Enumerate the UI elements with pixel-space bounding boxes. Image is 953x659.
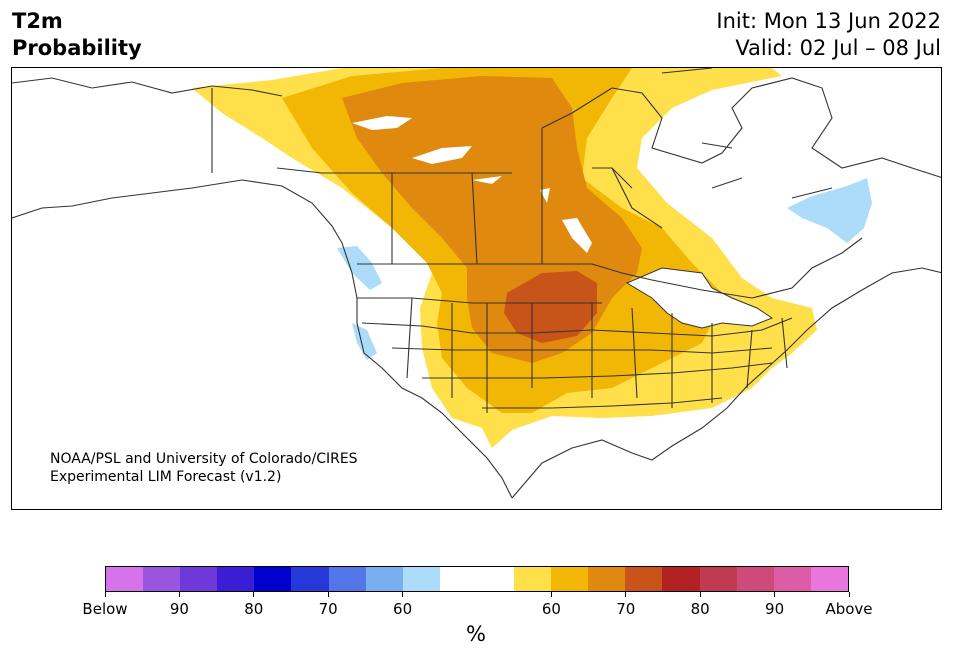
legend-swatch-1 xyxy=(143,567,181,591)
map-credit: NOAA/PSL and University of Colorado/CIRE… xyxy=(50,450,358,486)
legend-swatch-3 xyxy=(217,567,255,591)
prob-region-below-pnw xyxy=(337,246,382,290)
legend-tick-label: 70 xyxy=(318,600,338,618)
init-date: Init: Mon 13 Jun 2022 xyxy=(716,9,941,33)
legend-tick-mark xyxy=(253,592,255,597)
prob-region-below-quebec xyxy=(787,178,872,243)
lake-athabasca xyxy=(472,176,502,184)
legend-swatch-12 xyxy=(551,567,589,591)
legend-tick-mark xyxy=(699,592,701,597)
legend-tick-label: 90 xyxy=(765,600,785,618)
legend-swatch-13 xyxy=(588,567,626,591)
legend-swatch-19 xyxy=(810,567,848,591)
legend-swatch-14 xyxy=(625,567,663,591)
legend-tick-label: Above xyxy=(825,600,873,618)
lake-great-slave xyxy=(412,146,472,164)
map-panel: NOAA/PSL and University of Colorado/CIRE… xyxy=(11,67,942,510)
legend-swatch-2 xyxy=(180,567,218,591)
great-lakes xyxy=(625,267,774,329)
legend-swatch-6 xyxy=(328,567,366,591)
legend-swatch-18 xyxy=(773,567,811,591)
legend-swatch-7 xyxy=(365,567,403,591)
legend-tick-label: 60 xyxy=(393,600,413,618)
legend-unit: % xyxy=(466,622,486,646)
legend-tick-mark xyxy=(625,592,627,597)
legend-tick-mark xyxy=(848,592,850,597)
legend-tick-label: 80 xyxy=(690,600,710,618)
lake-winnipeg xyxy=(562,218,592,253)
color-legend-bar xyxy=(105,566,849,592)
prob-region-75 xyxy=(504,271,597,343)
legend-tick-mark xyxy=(327,592,329,597)
valid-dates: Valid: 02 Jul – 08 Jul xyxy=(735,36,941,60)
product-label: Probability xyxy=(12,36,142,60)
legend-swatch-8 xyxy=(402,567,440,591)
legend-swatch-17 xyxy=(736,567,774,591)
legend-swatch-15 xyxy=(662,567,700,591)
forecast-map xyxy=(12,68,941,499)
legend-tick-mark xyxy=(178,592,180,597)
legend-tick-mark xyxy=(774,592,776,597)
legend-swatch-10 xyxy=(476,567,515,591)
legend-tick-label: 60 xyxy=(541,600,561,618)
map-title: T2m Probability xyxy=(12,8,142,62)
map-boundaries xyxy=(12,68,941,499)
lake-great-bear xyxy=(352,116,412,130)
legend-tick-mark xyxy=(104,592,106,597)
legend-swatch-0 xyxy=(106,567,144,591)
legend-tick-mark xyxy=(550,592,552,597)
legend-tick-label: 80 xyxy=(244,600,264,618)
credit-line-2: Experimental LIM Forecast (v1.2) xyxy=(50,469,282,485)
forecast-dates: Init: Mon 13 Jun 2022 Valid: 02 Jul – 08… xyxy=(716,8,941,62)
prob-region-below-calif xyxy=(352,323,377,360)
legend-swatch-11 xyxy=(514,567,552,591)
credit-line-1: NOAA/PSL and University of Colorado/CIRE… xyxy=(50,451,358,467)
legend-swatch-5 xyxy=(291,567,329,591)
legend-tick-label: Below xyxy=(82,600,128,618)
legend-tick-label: 90 xyxy=(169,600,189,618)
legend-swatch-9 xyxy=(439,567,477,591)
legend-swatch-16 xyxy=(699,567,737,591)
variable-label: T2m xyxy=(12,9,63,33)
legend-swatch-4 xyxy=(254,567,292,591)
legend-tick-label: 70 xyxy=(616,600,636,618)
legend-tick-mark xyxy=(402,592,404,597)
